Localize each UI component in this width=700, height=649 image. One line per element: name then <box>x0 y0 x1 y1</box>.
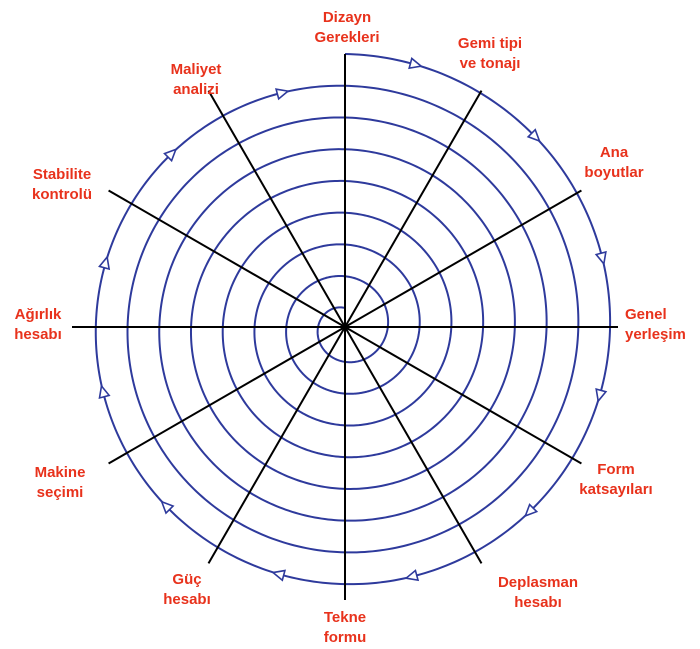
direction-arrow-icon <box>272 568 285 581</box>
stage-label-line1: Form <box>579 460 652 480</box>
stage-label-ana-boyutlar: Ana boyutlar <box>584 143 643 183</box>
stage-label-form-katsayilari: Form katsayıları <box>579 460 652 500</box>
stage-label-genel-yerlesim: Genel yerleşim <box>625 305 686 345</box>
stage-label-line2: yerleşim <box>625 325 686 345</box>
stage-label-line2: formu <box>324 628 367 648</box>
stage-label-line2: hesabı <box>163 590 211 610</box>
spoke-line <box>209 327 346 563</box>
stage-label-line2: hesabı <box>14 325 62 345</box>
stage-label-line2: ve tonajı <box>458 54 522 74</box>
stage-label-line2: hesabı <box>498 593 578 613</box>
stage-label-line1: Ağırlık <box>14 305 62 325</box>
stage-label-deplasman-hesabi: Deplasman hesabı <box>498 573 578 613</box>
stage-label-line2: Gerekleri <box>314 28 379 48</box>
stage-label-line1: Tekne <box>324 608 367 628</box>
stage-label-gemi-tipi: Gemi tipi ve tonajı <box>458 34 522 74</box>
stage-label-line2: kontrolü <box>32 185 92 205</box>
direction-arrow-icon <box>405 571 418 584</box>
arrow-group <box>97 58 609 583</box>
direction-arrow-icon <box>276 86 289 99</box>
stage-label-line1: Stabilite <box>32 165 92 185</box>
stage-label-makine-secimi: Makine seçimi <box>35 463 86 503</box>
stage-label-stabilite-kontrolu: Stabilite kontrolü <box>32 165 92 205</box>
stage-label-line1: Güç <box>163 570 211 590</box>
stage-label-line1: Deplasman <box>498 573 578 593</box>
stage-label-dizayn-gerekleri: Dizayn Gerekleri <box>314 8 379 48</box>
stage-label-line2: katsayıları <box>579 480 652 500</box>
stage-label-line2: boyutlar <box>584 163 643 183</box>
spoke-line <box>109 191 345 328</box>
direction-arrow-icon <box>97 385 110 398</box>
stage-label-line1: Ana <box>584 143 643 163</box>
stage-label-maliyet-analizi: Maliyet analizi <box>171 60 222 100</box>
spoke-line <box>109 327 345 464</box>
direction-arrow-icon <box>596 252 609 265</box>
stage-label-line2: analizi <box>171 80 222 100</box>
stage-label-guc-hesabi: Güç hesabı <box>163 570 211 610</box>
stage-label-line1: Gemi tipi <box>458 34 522 54</box>
stage-label-agirlik-hesabi: Ağırlık hesabı <box>14 305 62 345</box>
direction-arrow-icon <box>99 256 112 269</box>
stage-label-line1: Genel <box>625 305 686 325</box>
stage-label-line1: Dizayn <box>314 8 379 28</box>
stage-label-line1: Makine <box>35 463 86 483</box>
direction-arrow-icon <box>593 389 606 402</box>
stage-label-tekne-formu: Tekne formu <box>324 608 367 648</box>
stage-label-line2: seçimi <box>35 483 86 503</box>
stage-label-line1: Maliyet <box>171 60 222 80</box>
direction-arrow-icon <box>409 58 422 71</box>
